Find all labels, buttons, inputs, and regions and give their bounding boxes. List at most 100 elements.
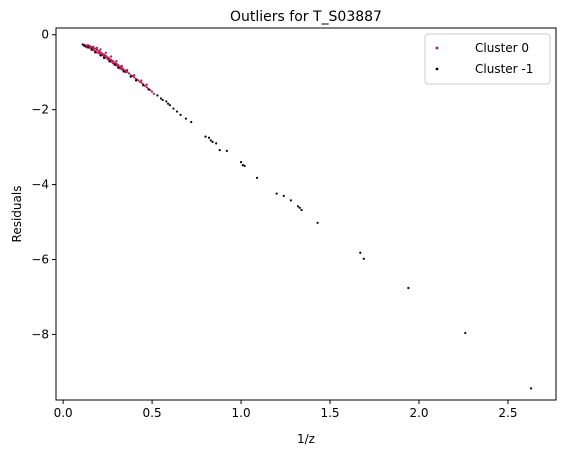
cluster-0-point: [126, 68, 129, 72]
cluster-minus-1-point: [298, 206, 301, 209]
cluster-minus-1-point: [190, 120, 193, 124]
cluster-minus-1-point: [94, 51, 97, 54]
cluster-0-point: [120, 64, 123, 67]
cluster-0-point: [95, 48, 99, 51]
cluster-minus-1-point: [464, 331, 467, 335]
cluster-0-point: [97, 51, 100, 55]
cluster-minus-1-point: [211, 140, 214, 143]
cluster-0-point: [140, 81, 143, 84]
cluster-0-point: [101, 54, 104, 57]
cluster-0-point: [138, 80, 141, 83]
scatter-points: [81, 43, 533, 390]
cluster-0-point: [118, 67, 122, 70]
cluster-0-point: [104, 56, 107, 59]
cluster-minus-1-point: [166, 102, 170, 105]
cluster-0-point: [117, 63, 120, 67]
cluster-minus-1-point: [359, 251, 362, 254]
cluster-0-point: [127, 72, 131, 75]
cluster-minus-1-point: [159, 97, 163, 100]
cluster-0-point: [99, 50, 102, 54]
x-tick-label: 0.0: [54, 406, 73, 420]
cluster-0-point: [126, 70, 129, 73]
cluster-minus-1-point: [165, 100, 168, 103]
cluster-0-point: [143, 84, 147, 87]
cluster-0-point: [122, 68, 125, 71]
cluster-0-point: [104, 54, 107, 57]
cluster-0-point: [97, 49, 100, 52]
cluster-0-point: [145, 83, 148, 86]
cluster-0-point: [120, 66, 123, 69]
cluster-0-point: [88, 44, 91, 48]
legend-label: Cluster 0: [475, 41, 529, 55]
cluster-minus-1-point: [161, 98, 164, 102]
cluster-minus-1-point: [184, 117, 187, 120]
cluster-0-point: [110, 55, 113, 58]
cluster-0-point: [149, 89, 152, 92]
cluster-minus-1-point: [147, 88, 150, 91]
legend-marker: [435, 46, 439, 50]
cluster-minus-1-point: [239, 161, 243, 164]
cluster-0-point: [86, 44, 90, 47]
cluster-minus-1-point: [218, 149, 221, 152]
y-tick-label: −6: [31, 253, 49, 267]
y-tick-label: −8: [31, 327, 49, 341]
y-axis-label: Residuals: [10, 186, 24, 243]
cluster-minus-1-point: [209, 139, 212, 142]
cluster-0-point: [95, 46, 99, 49]
cluster-minus-1-point: [207, 136, 211, 139]
cluster-0-point: [85, 46, 88, 49]
cluster-minus-1-point: [289, 199, 292, 202]
cluster-minus-1-point: [156, 94, 159, 97]
cluster-minus-1-point: [362, 257, 365, 260]
legend-marker: [435, 67, 439, 71]
cluster-0-point: [92, 49, 95, 52]
cluster-0-point: [124, 71, 127, 74]
cluster-minus-1-point: [241, 164, 244, 167]
cluster-0-point: [95, 51, 99, 54]
cluster-0-point: [94, 47, 97, 50]
plot-area-frame: [55, 27, 557, 401]
cluster-0-point: [133, 74, 136, 77]
cluster-0-point: [115, 64, 118, 67]
cluster-0-point: [101, 52, 104, 55]
cluster-0-point: [152, 92, 155, 96]
cluster-minus-1-point: [168, 104, 171, 107]
x-axis-label: 1/z: [297, 432, 315, 446]
cluster-minus-1-point: [282, 194, 285, 197]
cluster-minus-1-point: [117, 66, 120, 69]
y-axis-ticks: 0 −2 −4 −6 −8: [31, 28, 56, 341]
cluster-0-point: [110, 60, 113, 63]
cluster-0-point: [113, 61, 116, 64]
cluster-0-point: [115, 62, 118, 65]
cluster-0-point: [92, 45, 95, 48]
cluster-minus-1-point: [204, 135, 207, 138]
cluster-minus-1-point: [179, 113, 182, 117]
x-tick-label: 1.0: [232, 406, 251, 420]
cluster-0-point: [120, 68, 123, 71]
cluster-minus-1-point: [142, 84, 145, 87]
cluster-minus-1-point: [316, 221, 319, 224]
cluster-minus-1-point: [129, 75, 132, 78]
cluster-0-point: [150, 90, 154, 93]
cluster-0-point: [104, 51, 107, 54]
cluster-0-point: [118, 65, 122, 68]
cluster-minus-1-point: [529, 387, 533, 390]
cluster-0-point: [140, 79, 143, 82]
cluster-minus-1-point: [300, 208, 303, 212]
cluster-0-point: [106, 56, 109, 59]
x-tick-label: 0.5: [143, 406, 162, 420]
x-tick-label: 1.5: [320, 406, 339, 420]
cluster-0-point: [102, 53, 106, 56]
cluster-minus-1-point: [255, 176, 259, 179]
cluster-0-point: [111, 62, 115, 65]
legend-box: [424, 33, 551, 85]
legend: Cluster 0 Cluster -1: [424, 33, 551, 85]
y-tick-label: 0: [41, 28, 49, 42]
cluster-0-point: [106, 57, 109, 61]
cluster-minus-1-point: [275, 192, 278, 195]
cluster-0-point: [131, 74, 134, 78]
cluster-minus-1-point: [243, 164, 246, 167]
cluster-minus-1-point: [102, 56, 106, 60]
cluster-0-point: [115, 59, 118, 63]
